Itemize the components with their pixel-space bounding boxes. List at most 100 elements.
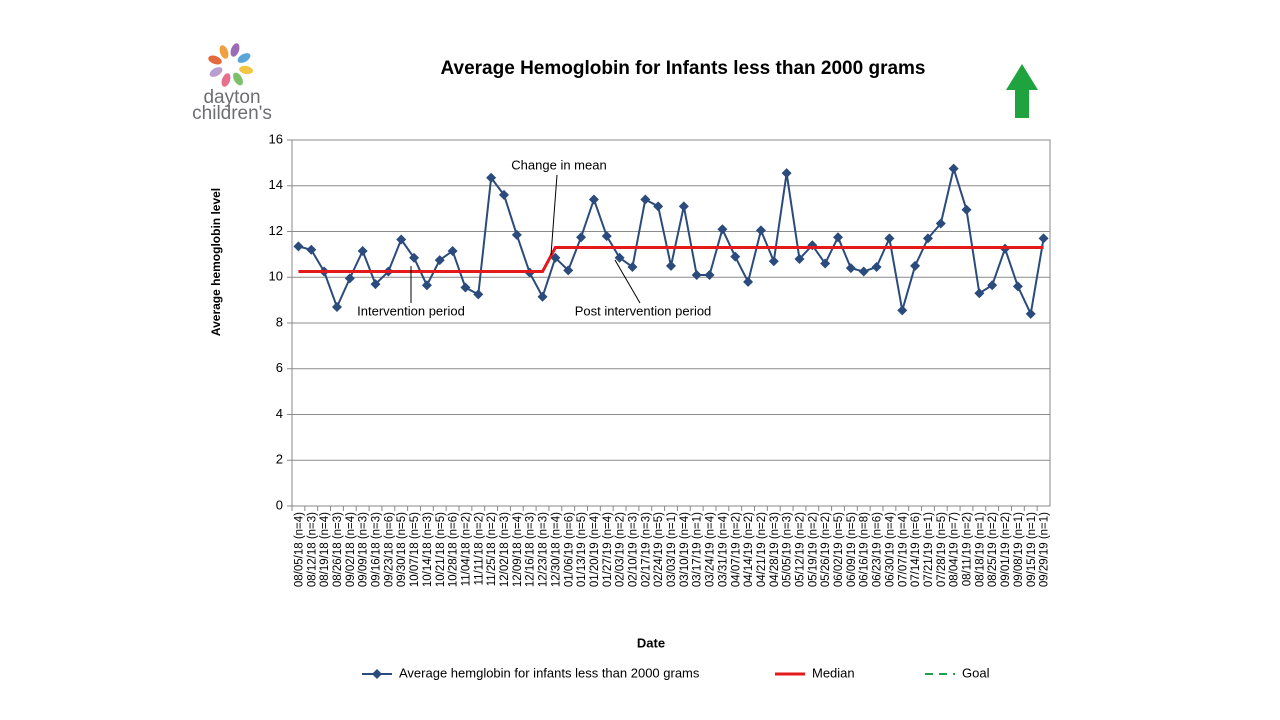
data-point xyxy=(357,245,368,256)
logo-petal xyxy=(230,43,240,57)
x-tick-label: 08/11/19 (n=2) xyxy=(962,512,974,586)
x-tick-label: 01/06/19 (n=6) xyxy=(563,512,575,587)
data-point xyxy=(704,269,715,280)
x-tick-label: 08/19/18 (n=4) xyxy=(319,512,331,587)
x-tick-label: 12/23/18 (n=3) xyxy=(538,512,550,587)
x-tick-label: 09/09/18 (n=3) xyxy=(358,512,370,587)
x-tick-label: 07/14/19 (n=6) xyxy=(910,512,922,587)
data-point xyxy=(576,232,587,243)
y-tick-label: 14 xyxy=(269,177,283,192)
x-tick-label: 05/12/19 (n=2) xyxy=(795,512,807,587)
data-point xyxy=(306,244,317,255)
x-tick-label: 07/21/19 (n=1) xyxy=(923,512,935,587)
data-point xyxy=(987,280,998,291)
up-arrow xyxy=(1006,64,1038,118)
x-tick-label: 03/17/19 (n=1) xyxy=(692,512,704,587)
x-tick-label: 03/03/19 (n=1) xyxy=(666,512,678,587)
y-tick-label: 16 xyxy=(269,131,283,146)
x-tick-label: 02/10/19 (n=3) xyxy=(627,512,639,587)
data-point xyxy=(730,251,741,262)
x-tick-label: 12/16/18 (n=3) xyxy=(525,512,537,587)
data-point xyxy=(614,252,625,263)
data-point xyxy=(768,256,779,267)
x-tick-label: 08/25/19 (n=2) xyxy=(987,512,999,587)
x-tick-label: 01/20/19 (n=4) xyxy=(589,512,601,587)
data-point xyxy=(473,289,484,300)
data-point xyxy=(961,204,972,215)
y-tick-label: 0 xyxy=(276,497,283,512)
data-point xyxy=(640,194,651,205)
data-point xyxy=(344,273,355,284)
y-tick-label: 6 xyxy=(276,360,283,375)
data-point xyxy=(691,269,702,280)
y-axis-label: Average hemoglobin level xyxy=(209,188,223,336)
x-tick-label: 05/19/19 (n=2) xyxy=(807,512,819,587)
data-point xyxy=(845,263,856,274)
logo-text: children's xyxy=(192,103,272,124)
data-point xyxy=(974,288,985,299)
logo-petal xyxy=(208,55,222,65)
x-tick-label: 11/04/18 (n=2) xyxy=(460,512,472,586)
x-tick-label: 06/02/19 (n=5) xyxy=(833,512,845,587)
data-point xyxy=(434,255,445,266)
data-point xyxy=(486,172,497,183)
data-point xyxy=(884,233,895,244)
x-tick-label: 10/21/18 (n=5) xyxy=(435,512,447,587)
y-tick-label: 8 xyxy=(276,314,283,329)
data-point xyxy=(1025,308,1036,319)
data-point xyxy=(498,189,509,200)
x-tick-label: 08/18/19 (n=1) xyxy=(974,512,986,587)
x-tick-label: 09/23/18 (n=6) xyxy=(383,512,395,587)
data-point xyxy=(537,291,548,302)
x-tick-label: 06/23/19 (n=6) xyxy=(872,512,884,587)
logo-petal xyxy=(233,72,243,86)
x-tick-label: 11/11/18 (n=2) xyxy=(473,512,485,586)
x-tick-label: 09/08/19 (n=1) xyxy=(1013,512,1025,587)
annotation-pointer xyxy=(550,174,558,256)
data-point xyxy=(331,301,342,312)
x-tick-label: 02/17/19 (n=3) xyxy=(640,512,652,587)
annotation-pointer xyxy=(614,259,641,304)
x-tick-label: 04/28/19 (n=3) xyxy=(769,512,781,587)
x-tick-label: 08/05/18 (n=4) xyxy=(293,512,305,587)
x-tick-label: 12/09/18 (n=4) xyxy=(512,512,524,587)
data-point xyxy=(293,241,304,252)
data-point xyxy=(922,233,933,244)
legend-marker xyxy=(372,669,382,679)
logo-petal xyxy=(209,67,223,77)
x-tick-label: 01/13/19 (n=5) xyxy=(576,512,588,587)
data-point xyxy=(755,225,766,236)
x-tick-label: 09/01/19 (n=2) xyxy=(1000,512,1012,587)
x-tick-label: 07/07/19 (n=4) xyxy=(897,512,909,587)
x-axis-label: Date xyxy=(637,635,665,650)
logo-text: dayton xyxy=(203,87,260,108)
data-point xyxy=(858,266,869,277)
x-tick-label: 06/30/19 (n=4) xyxy=(884,512,896,587)
x-tick-label: 02/24/19 (n=5) xyxy=(653,512,665,587)
x-tick-label: 09/29/19 (n=1) xyxy=(1039,512,1051,587)
x-tick-label: 12/30/18 (n=4) xyxy=(550,512,562,587)
x-tick-label: 10/07/18 (n=5) xyxy=(409,512,421,587)
x-tick-label: 03/31/19 (n=4) xyxy=(717,512,729,587)
data-point xyxy=(409,252,420,263)
x-tick-label: 02/03/19 (n=2) xyxy=(615,512,627,587)
data-point xyxy=(717,224,728,235)
x-tick-label: 04/21/19 (n=2) xyxy=(756,512,768,587)
legend-label: Median xyxy=(812,665,855,680)
x-tick-label: 04/14/19 (n=2) xyxy=(743,512,755,587)
x-tick-label: 08/26/18 (n=3) xyxy=(332,512,344,587)
data-point xyxy=(1012,281,1023,292)
data-point xyxy=(935,218,946,229)
data-point xyxy=(781,168,792,179)
data-point xyxy=(421,280,432,291)
x-tick-label: 01/27/19 (n=4) xyxy=(602,512,614,587)
chart-title: Average Hemoglobin for Infants less than… xyxy=(441,58,926,79)
data-point xyxy=(897,305,908,316)
annotation: Change in mean xyxy=(511,157,606,172)
x-tick-label: 05/26/19 (n=2) xyxy=(820,512,832,587)
x-tick-label: 09/02/18 (n=4) xyxy=(345,512,357,587)
data-point xyxy=(1038,233,1049,244)
logo-petal xyxy=(237,53,251,63)
x-tick-label: 08/12/18 (n=3) xyxy=(306,512,318,587)
